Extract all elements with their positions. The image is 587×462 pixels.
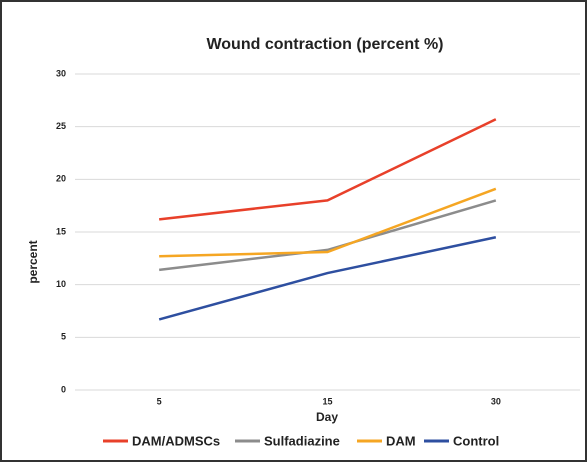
y-tick-label: 0	[61, 384, 66, 394]
legend-label: DAM	[386, 433, 416, 448]
y-tick-label: 20	[56, 174, 66, 184]
x-tick-label: 15	[322, 396, 332, 406]
x-tick-label: 5	[157, 396, 162, 406]
series-line	[159, 199, 497, 272]
y-tick-label: 25	[56, 121, 66, 131]
x-tick-label: 30	[491, 396, 501, 406]
x-axis-label: Day	[316, 410, 338, 424]
series-line	[159, 187, 497, 258]
y-axis-label: percent	[26, 240, 40, 283]
y-tick-label: 30	[56, 68, 66, 78]
y-tick-label: 5	[61, 332, 66, 342]
chart-title: Wound contraction (percent %)	[206, 36, 443, 53]
legend-label: DAM/ADMSCs	[132, 433, 220, 448]
y-tick-label: 15	[56, 226, 66, 236]
y-tick-label: 10	[56, 279, 66, 289]
legend-label: Control	[453, 433, 499, 448]
legend-label: Sulfadiazine	[264, 433, 340, 448]
series-line	[158, 236, 497, 321]
series-line	[159, 118, 497, 221]
